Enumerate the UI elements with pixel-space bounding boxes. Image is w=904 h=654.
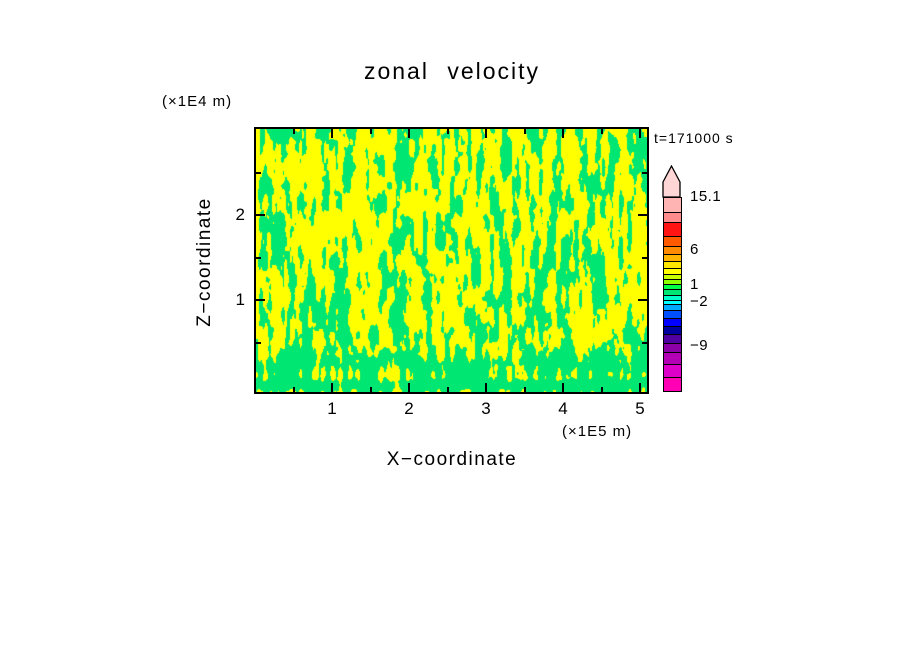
- colorbar-segment: [664, 198, 681, 212]
- colorbar-label: 15.1: [690, 188, 722, 205]
- time-label: t=171000 s: [654, 130, 734, 146]
- x-axis-title: X−coordinate: [386, 449, 518, 470]
- colorbar-segment: [664, 261, 681, 268]
- colorbar-segment: [664, 246, 681, 254]
- x-major-tick: [485, 383, 487, 392]
- y-minor-tick: [256, 341, 261, 344]
- colorbar-segment: [664, 279, 681, 284]
- colorbar-segment: [664, 352, 681, 364]
- x-minor-tick: [369, 129, 372, 134]
- y-minor-tick: [642, 256, 647, 259]
- y-major-tick: [256, 299, 265, 301]
- x-tick-label: 5: [635, 399, 645, 418]
- x-minor-tick: [446, 387, 449, 392]
- x-minor-tick: [292, 129, 295, 134]
- x-tick-labels: 1 2 3 4 5: [256, 399, 647, 419]
- colorbar-arrow-icon: [662, 165, 681, 198]
- heatmap-field: [256, 129, 647, 392]
- x-tick-label: 1: [327, 399, 337, 418]
- colorbar-label: −2: [690, 293, 709, 310]
- colorbar-segment: [664, 364, 681, 377]
- colorbar-segment: [664, 310, 681, 318]
- x-tick-label: 3: [481, 399, 491, 418]
- x-tick-label: 4: [558, 399, 568, 418]
- y-axis-unit-label: (×1E4 m): [162, 93, 233, 110]
- y-major-tick: [256, 214, 265, 216]
- x-minor-tick: [600, 387, 603, 392]
- plot-area: [254, 127, 649, 394]
- x-minor-tick: [292, 387, 295, 392]
- x-minor-tick: [446, 129, 449, 134]
- y-minor-tick: [256, 171, 261, 174]
- x-major-tick: [408, 383, 410, 392]
- colorbar-segment: [664, 300, 681, 304]
- colorbar-segment: [664, 254, 681, 261]
- y-axis-title: Z−coordinate: [194, 197, 215, 327]
- y-minor-tick: [642, 171, 647, 174]
- y-tick-label: 2: [235, 205, 245, 224]
- colorbar-segment: [664, 377, 681, 391]
- colorbar-segment: [664, 212, 681, 222]
- y-major-tick: [638, 214, 647, 216]
- x-major-tick: [562, 129, 564, 138]
- colorbar: [663, 197, 682, 392]
- x-major-tick: [331, 129, 333, 138]
- x-major-tick: [485, 129, 487, 138]
- x-major-tick: [562, 383, 564, 392]
- colorbar-segment: [664, 236, 681, 246]
- y-minor-tick: [642, 341, 647, 344]
- colorbar-segment: [664, 326, 681, 334]
- x-minor-tick: [600, 129, 603, 134]
- colorbar-segment: [664, 222, 681, 236]
- colorbar-segment: [664, 334, 681, 343]
- x-major-tick: [639, 129, 641, 138]
- chart-title: zonal velocity: [363, 58, 541, 84]
- x-major-tick: [331, 383, 333, 392]
- colorbar-segment: [664, 304, 681, 310]
- x-tick-label: 2: [404, 399, 414, 418]
- x-major-tick: [639, 383, 641, 392]
- x-major-tick: [408, 129, 410, 138]
- colorbar-segment: [664, 318, 681, 326]
- x-axis-unit-label: (×1E5 m): [562, 423, 633, 440]
- colorbar-label: 1: [690, 276, 699, 293]
- colorbar-segment: [664, 268, 681, 274]
- x-minor-tick: [523, 129, 526, 134]
- x-minor-tick: [369, 387, 372, 392]
- colorbar-label: 6: [690, 241, 699, 258]
- colorbar-segment: [664, 284, 681, 289]
- colorbar-segment: [664, 343, 681, 352]
- x-minor-tick: [523, 387, 526, 392]
- y-minor-tick: [256, 256, 261, 259]
- colorbar-segment: [664, 289, 681, 295]
- colorbar-segment: [664, 274, 681, 279]
- y-major-tick: [638, 299, 647, 301]
- colorbar-label: −9: [690, 337, 709, 354]
- y-tick-label: 1: [235, 290, 245, 309]
- colorbar-segment: [664, 295, 681, 300]
